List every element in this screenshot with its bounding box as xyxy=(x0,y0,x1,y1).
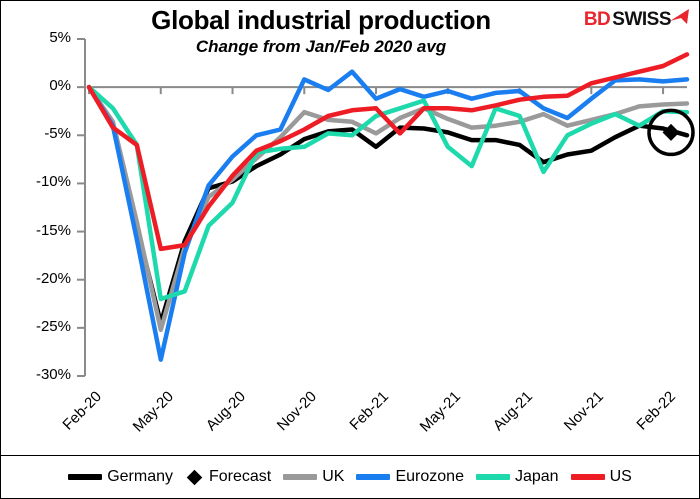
legend-item-us[interactable]: US xyxy=(570,468,632,486)
bdswiss-logo: BD SWISS xyxy=(584,7,691,33)
legend-label: UK xyxy=(322,468,345,485)
series-line-us xyxy=(86,52,690,252)
y-axis-label: -15% xyxy=(35,221,71,239)
legend-line-icon xyxy=(570,474,605,480)
series-line-japan xyxy=(86,84,690,302)
legend-item-uk[interactable]: UK xyxy=(283,468,344,486)
series-line-germany xyxy=(86,84,690,326)
legend-label: Japan xyxy=(514,468,559,485)
y-axis-spine xyxy=(77,38,86,377)
legend-item-germany[interactable]: Germany xyxy=(68,468,173,486)
y-axis-label: -30% xyxy=(35,366,71,383)
chart-title: Global industrial production xyxy=(151,5,491,35)
y-axis-label: 5% xyxy=(49,29,71,46)
logo-text-bd: BD xyxy=(583,9,611,30)
legend-line-icon xyxy=(68,474,103,480)
y-axis-label: -20% xyxy=(35,269,71,287)
legend-item-forecast[interactable]: Forecast xyxy=(185,468,271,486)
y-axis-label: -10% xyxy=(35,173,71,191)
legend-diamond-icon xyxy=(186,469,203,485)
legend-label: Forecast xyxy=(208,468,272,485)
legend-label: Eurozone xyxy=(395,468,464,485)
legend-line-icon xyxy=(356,474,391,480)
logo-text-swiss: SWISS xyxy=(612,9,671,30)
logo-arrow-icon xyxy=(669,7,691,33)
y-axis-label: -25% xyxy=(35,317,71,335)
legend-line-icon xyxy=(475,474,510,480)
legend-item-eurozone[interactable]: Eurozone xyxy=(356,468,464,486)
legend-line-icon xyxy=(283,474,318,480)
forecast-diamond-marker xyxy=(662,123,680,141)
legend-label: US xyxy=(609,468,632,485)
legend-label: Germany xyxy=(107,468,173,485)
y-axis-label: -5% xyxy=(44,125,71,143)
chart-subtitle: Change from Jan/Feb 2020 avg xyxy=(195,37,447,56)
chart-legend: Germany Forecast UK Eurozone Japan US xyxy=(1,455,699,498)
forecast-highlight-circle xyxy=(647,108,695,157)
y-axis-label: 0% xyxy=(49,77,71,95)
series-line-eurozone xyxy=(86,69,690,362)
legend-item-japan[interactable]: Japan xyxy=(475,468,559,486)
